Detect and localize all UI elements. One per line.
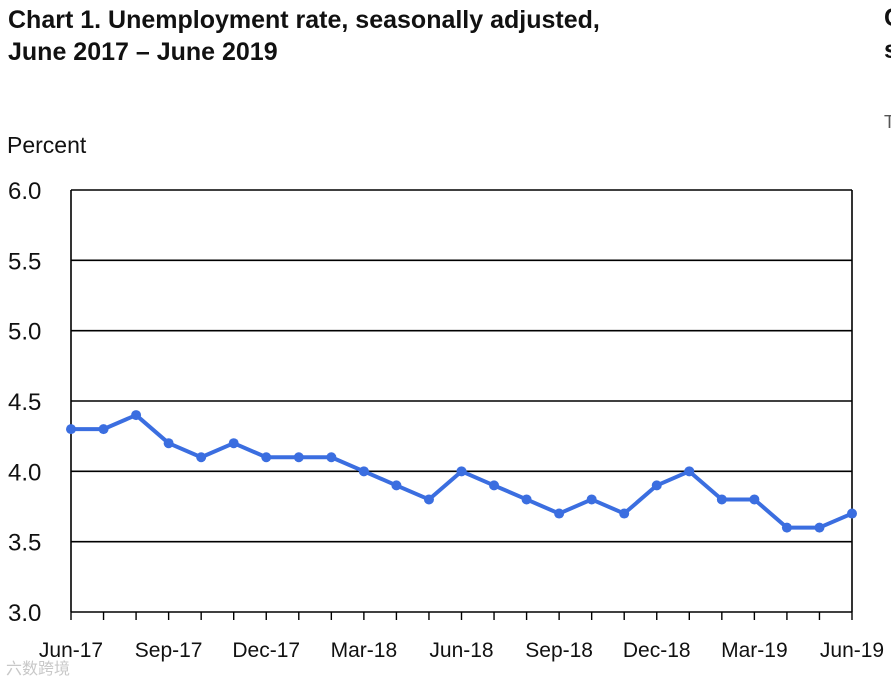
x-tick-label: Mar-18 (331, 639, 398, 662)
x-tick-label: Dec-17 (232, 639, 300, 662)
y-tick-label: 6.0 (8, 178, 41, 205)
chart-title-line-1: Chart 1. Unemployment rate, seasonally a… (8, 6, 600, 34)
data-point (619, 508, 630, 519)
data-point (847, 508, 857, 519)
y-tick-label: 5.5 (8, 248, 41, 275)
x-tick-label: Sep-18 (525, 639, 593, 662)
data-point (586, 494, 597, 505)
y-tick-label: 5.0 (8, 319, 41, 346)
x-tick-label: Mar-19 (721, 639, 788, 662)
data-point (781, 522, 792, 533)
data-point (66, 424, 76, 435)
data-point (554, 508, 565, 519)
data-point (261, 452, 272, 463)
data-point (423, 494, 434, 505)
data-point (521, 494, 532, 505)
y-tick-label: 4.0 (8, 459, 41, 486)
x-tick-label: Sep-17 (135, 639, 203, 662)
data-point (489, 480, 500, 491)
x-tick-label: Jun-18 (429, 639, 493, 662)
y-tick-label: 3.5 (8, 530, 41, 557)
chart-title: Chart 1. Unemployment rate, seasonally a… (8, 4, 600, 68)
data-point (293, 452, 304, 463)
data-point (228, 438, 239, 449)
cut-off-text-1: C (884, 4, 891, 33)
data-point (326, 452, 337, 463)
data-point (358, 466, 369, 477)
chart-title-line-2: June 2017 – June 2019 (8, 38, 278, 66)
y-tick-label: 4.5 (8, 389, 41, 416)
data-point (163, 438, 174, 449)
data-point (131, 410, 142, 421)
data-point (684, 466, 695, 477)
data-point (196, 452, 207, 463)
x-tick-label: Jun-17 (39, 639, 103, 662)
data-point (716, 494, 727, 505)
cut-off-text-2: s (884, 36, 891, 64)
x-tick-label: Dec-18 (623, 639, 691, 662)
cut-off-text-3: T (884, 112, 891, 132)
watermark: 六数跨境 (6, 661, 71, 678)
x-tick-label: Jun-19 (820, 639, 884, 662)
y-tick-label: 3.0 (8, 600, 41, 627)
data-point (456, 466, 467, 477)
data-point (98, 424, 109, 435)
data-point (651, 480, 662, 491)
data-point (749, 494, 760, 505)
data-point (391, 480, 402, 491)
data-point (814, 522, 825, 533)
y-axis-label: Percent (7, 132, 87, 158)
